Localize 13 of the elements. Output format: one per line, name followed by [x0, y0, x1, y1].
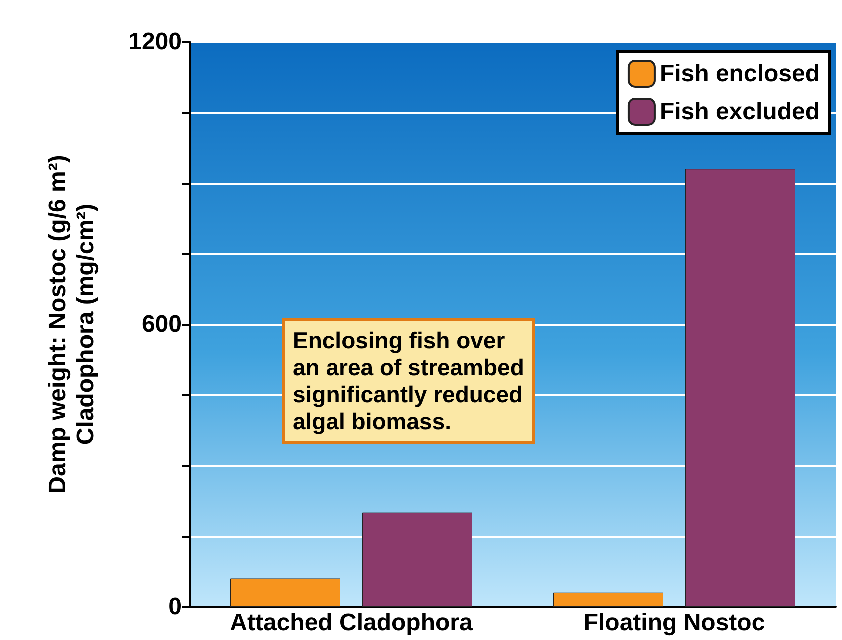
bar — [230, 578, 340, 607]
x-tick-label: Floating Nostoc — [584, 610, 766, 636]
bar — [554, 592, 664, 607]
annotation: Enclosing fish over an area of streambed significantly reduced algal biomass. — [293, 328, 524, 434]
x-tick-label: Attached Cladophora — [230, 610, 474, 636]
bar — [686, 169, 796, 607]
y-tick-label: 0 — [168, 594, 182, 620]
y-tick-label: 600 — [142, 311, 182, 338]
y-axis-title: Damp weight: Nostoc (g/6 m²) Cladophora (mg/cm²) — [44, 155, 100, 494]
legend-label: Fish excluded — [660, 98, 820, 126]
y-tick-label: 1200 — [128, 28, 182, 56]
legend-label: Fish enclosed — [660, 60, 820, 88]
bar — [362, 512, 472, 607]
